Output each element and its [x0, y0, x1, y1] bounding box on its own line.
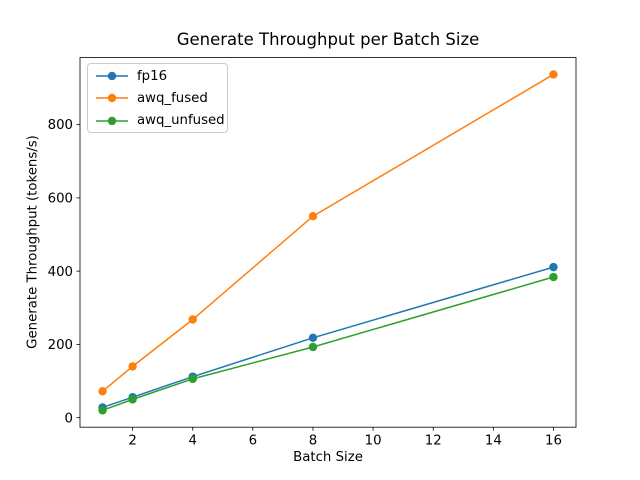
y-tick-label: 200: [48, 338, 73, 353]
x-tick-label: 4: [188, 434, 196, 449]
x-tick-label: 14: [485, 434, 502, 449]
series-marker-awq_unfused: [308, 342, 318, 352]
series-marker-fp16: [549, 262, 558, 272]
legend-line-marker-icon: [96, 116, 128, 125]
legend-item-awq-fused: awq_fused: [88, 87, 227, 109]
series-marker-awq_fused: [128, 362, 137, 371]
y-tick-label: 800: [48, 118, 73, 133]
series-marker-awq_fused: [308, 212, 318, 221]
series-marker-awq_unfused: [128, 395, 137, 404]
legend-label-fp16: fp16: [137, 68, 168, 84]
legend-label-awq-unfused: awq_unfused: [137, 113, 225, 129]
legend: fp16 awq_fused awq_unfused: [87, 63, 228, 133]
series-marker-awq_fused: [188, 315, 197, 324]
x-axis-label: Batch Size: [293, 450, 363, 465]
x-tick-label: 8: [309, 434, 317, 449]
x-tick-label: 10: [365, 434, 382, 449]
series-marker-awq_fused: [549, 70, 558, 79]
legend-item-fp16: fp16: [88, 65, 227, 87]
legend-line-marker-icon: [96, 94, 128, 103]
y-tick-label: 600: [48, 191, 73, 206]
y-tick-label: 400: [48, 265, 73, 280]
x-tick-label: 16: [545, 434, 562, 449]
x-tick-label: 2: [128, 434, 136, 449]
series-marker-awq_unfused: [98, 406, 107, 415]
series-line-awq_unfused: [102, 276, 554, 412]
y-tick-label: 0: [65, 411, 73, 426]
series-marker-fp16: [308, 333, 318, 343]
y-axis-label: Generate Throughput (tokens/s): [25, 135, 41, 349]
x-tick-label: 6: [249, 434, 257, 449]
legend-line-marker-icon: [96, 71, 128, 81]
series-marker-awq_unfused: [549, 272, 558, 282]
axes-spines: [79, 57, 577, 428]
series-marker-awq_unfused: [188, 374, 197, 384]
chart-title: Generate Throughput per Batch Size: [176, 30, 480, 49]
series-marker-awq_fused: [98, 387, 107, 396]
x-tick-label: 12: [425, 434, 442, 449]
legend-label-awq-fused: awq_fused: [137, 90, 208, 106]
legend-item-awq-unfused: awq_unfused: [88, 110, 227, 132]
